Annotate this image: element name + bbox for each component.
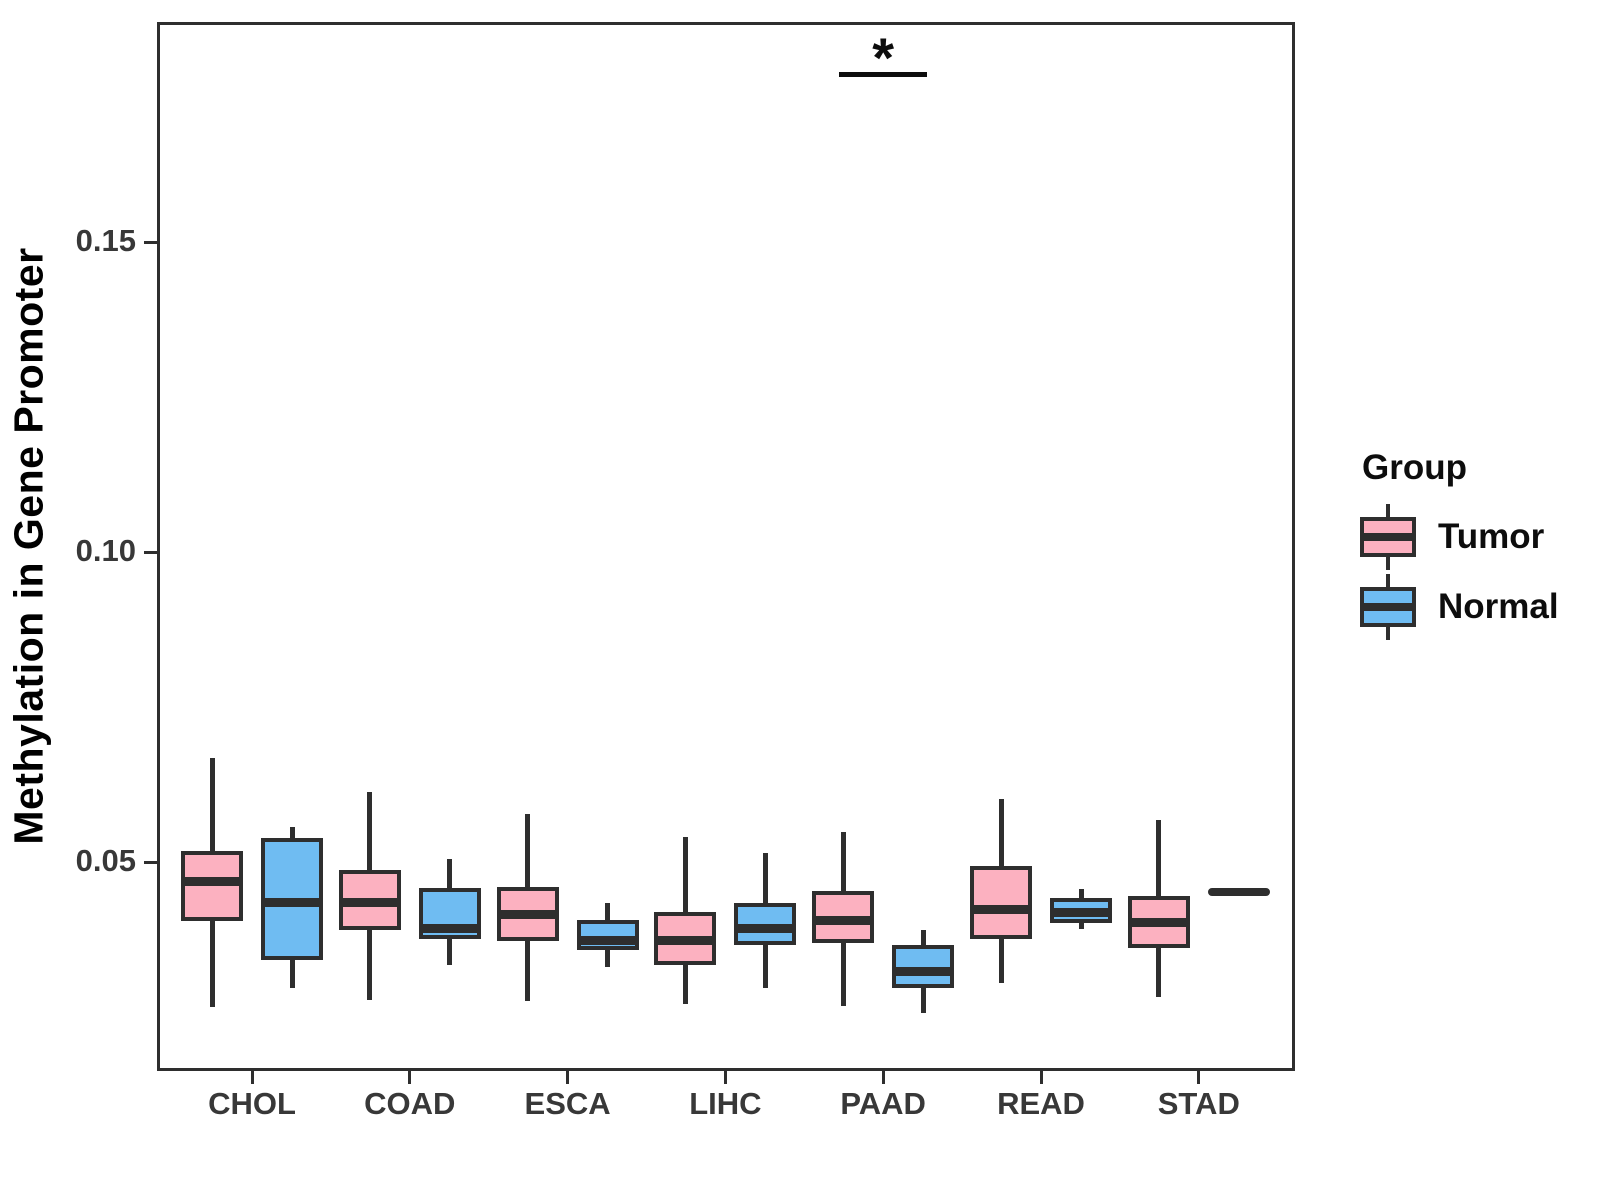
y-tick-label-0.15: 0.15 — [75, 223, 136, 258]
flat-normal-box-stad — [1207, 887, 1270, 896]
normal-box-paad — [892, 945, 955, 988]
whisker-upper-normal-box-coad — [447, 858, 453, 889]
median-tumor-box-read — [970, 904, 1032, 914]
whisker-lower-tumor-box-paad — [840, 943, 846, 1006]
whisker-upper-normal-box-lihc — [762, 852, 768, 903]
median-tumor-box-chol — [181, 877, 243, 887]
x-tick-label-paad: PAAD — [840, 1086, 926, 1121]
whisker-upper-tumor-box-stad — [1156, 819, 1162, 897]
normal-box-esca — [576, 920, 639, 951]
median-normal-box-paad — [892, 966, 955, 976]
significance-line-paad — [839, 72, 928, 77]
whisker-lower-tumor-box-stad — [1156, 948, 1162, 998]
whisker-lower-tumor-box-coad — [367, 930, 373, 1001]
legend-label-tumor: Tumor — [1438, 517, 1545, 556]
legend-key-tumor-boxplot-glyph — [1360, 504, 1416, 570]
x-tick-label-read: READ — [997, 1086, 1085, 1121]
whisker-lower-tumor-box-chol — [209, 920, 215, 1008]
whisker-lower-normal-box-esca — [605, 950, 611, 967]
x-tick-mark-paad — [881, 1071, 885, 1084]
median-normal-box-chol — [261, 898, 323, 908]
median-tumor-box-lihc — [654, 936, 717, 946]
x-tick-mark-esca — [566, 1071, 570, 1084]
whisker-upper-tumor-box-paad — [840, 832, 846, 892]
median-tumor-box-stad — [1127, 918, 1190, 928]
legend: Group Tumor Normal — [1360, 448, 1559, 644]
plot-panel — [157, 22, 1295, 1071]
median-tumor-box-coad — [338, 897, 401, 907]
legend-entry-tumor: Tumor — [1360, 504, 1559, 570]
whisker-upper-normal-box-read — [1078, 889, 1084, 898]
whisker-upper-tumor-box-chol — [209, 757, 215, 851]
whisker-lower-normal-box-read — [1078, 922, 1084, 929]
whisker-upper-normal-box-paad — [920, 930, 926, 946]
y-tick-mark-0.10 — [144, 550, 157, 554]
median-normal-box-esca — [576, 936, 639, 946]
x-tick-label-stad: STAD — [1157, 1086, 1240, 1121]
legend-title: Group — [1362, 448, 1467, 487]
y-tick-label-0.10: 0.10 — [75, 533, 136, 568]
whisker-lower-normal-box-lihc — [762, 945, 768, 988]
legend-entry-normal: Normal — [1360, 574, 1559, 640]
x-tick-label-chol: CHOL — [208, 1086, 296, 1121]
x-tick-mark-stad — [1197, 1071, 1201, 1084]
normal-box-lihc — [734, 902, 797, 946]
x-tick-mark-chol — [250, 1071, 254, 1084]
y-tick-mark-0.15 — [144, 240, 157, 244]
legend-glyph-median — [1360, 603, 1416, 611]
x-tick-mark-coad — [408, 1071, 412, 1084]
whisker-lower-tumor-box-esca — [525, 940, 531, 1001]
whisker-lower-normal-box-paad — [920, 987, 926, 1014]
x-tick-label-esca: ESCA — [524, 1086, 611, 1121]
whisker-upper-normal-box-esca — [605, 902, 611, 921]
y-tick-mark-0.05 — [144, 860, 157, 864]
significance-star-paad: * — [872, 26, 895, 89]
whisker-upper-normal-box-chol — [289, 827, 295, 838]
legend-glyph-median — [1360, 533, 1416, 541]
x-tick-mark-read — [1039, 1071, 1043, 1084]
whisker-lower-normal-box-coad — [447, 938, 453, 965]
median-normal-box-read — [1050, 907, 1112, 917]
legend-label-normal: Normal — [1438, 587, 1559, 626]
median-normal-box-coad — [418, 923, 481, 933]
median-normal-box-lihc — [734, 924, 797, 934]
tumor-box-read — [970, 865, 1032, 939]
whisker-upper-tumor-box-read — [998, 798, 1004, 866]
whisker-lower-normal-box-chol — [289, 959, 295, 988]
whisker-lower-tumor-box-lihc — [682, 964, 688, 1004]
x-tick-label-coad: COAD — [364, 1086, 456, 1121]
whisker-upper-tumor-box-esca — [525, 814, 531, 887]
whisker-upper-tumor-box-lihc — [682, 837, 688, 913]
legend-key-normal-boxplot-glyph — [1360, 574, 1416, 640]
whisker-lower-tumor-box-read — [998, 938, 1004, 983]
x-tick-mark-lihc — [723, 1071, 727, 1084]
y-tick-label-0.05: 0.05 — [75, 843, 136, 878]
median-tumor-box-paad — [812, 915, 875, 925]
whisker-upper-tumor-box-coad — [367, 791, 373, 871]
x-tick-label-lihc: LIHC — [689, 1086, 762, 1121]
median-tumor-box-esca — [496, 910, 559, 920]
